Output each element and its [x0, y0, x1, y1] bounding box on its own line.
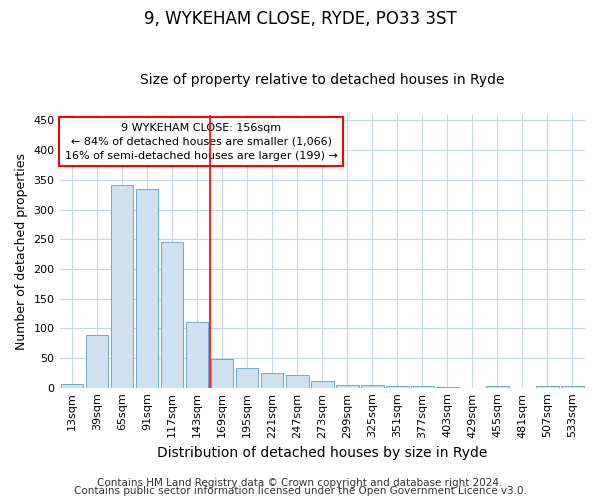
Bar — [236, 368, 259, 388]
X-axis label: Distribution of detached houses by size in Ryde: Distribution of detached houses by size … — [157, 446, 487, 460]
Bar — [211, 358, 233, 388]
Bar — [411, 386, 434, 388]
Bar — [186, 322, 208, 388]
Bar — [111, 185, 133, 388]
Text: Contains HM Land Registry data © Crown copyright and database right 2024.: Contains HM Land Registry data © Crown c… — [97, 478, 503, 488]
Bar — [86, 336, 109, 388]
Bar — [536, 386, 559, 388]
Bar — [311, 381, 334, 388]
Text: 9 WYKEHAM CLOSE: 156sqm
← 84% of detached houses are smaller (1,066)
16% of semi: 9 WYKEHAM CLOSE: 156sqm ← 84% of detache… — [65, 122, 338, 160]
Bar — [361, 384, 383, 388]
Bar — [386, 386, 409, 388]
Bar — [336, 384, 359, 388]
Bar — [561, 386, 584, 388]
Y-axis label: Number of detached properties: Number of detached properties — [15, 152, 28, 350]
Bar — [486, 386, 509, 388]
Bar — [436, 387, 458, 388]
Text: 9, WYKEHAM CLOSE, RYDE, PO33 3ST: 9, WYKEHAM CLOSE, RYDE, PO33 3ST — [143, 10, 457, 28]
Bar — [261, 373, 283, 388]
Bar — [136, 189, 158, 388]
Bar — [61, 384, 83, 388]
Bar — [161, 242, 184, 388]
Bar — [286, 375, 308, 388]
Text: Contains public sector information licensed under the Open Government Licence v3: Contains public sector information licen… — [74, 486, 526, 496]
Title: Size of property relative to detached houses in Ryde: Size of property relative to detached ho… — [140, 73, 505, 87]
